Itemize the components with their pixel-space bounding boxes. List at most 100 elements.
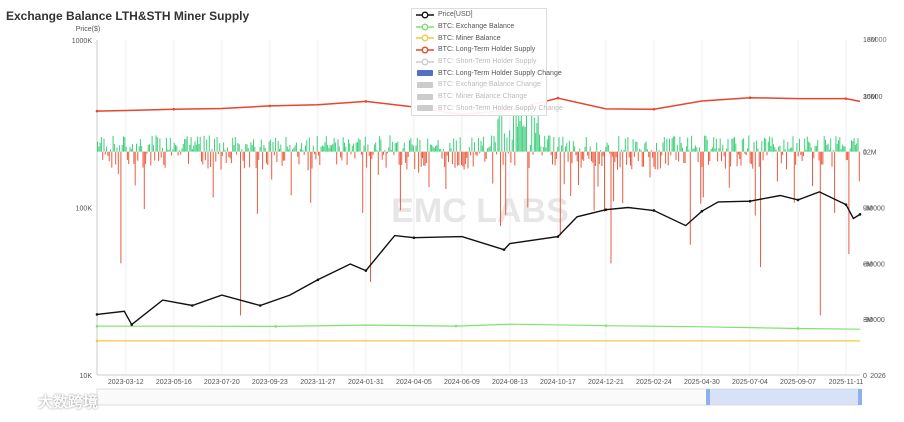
change-bar bbox=[810, 147, 812, 152]
change-bar bbox=[789, 147, 791, 152]
change-bar bbox=[598, 151, 600, 165]
change-bar bbox=[822, 151, 824, 165]
legend-line-circle-icon bbox=[416, 23, 434, 30]
change-bar bbox=[808, 141, 810, 152]
lth-supply-line-point bbox=[652, 107, 656, 111]
price-line-point bbox=[316, 278, 320, 282]
legend-bar-icon bbox=[417, 70, 433, 77]
change-bar bbox=[107, 151, 109, 156]
change-bar bbox=[190, 137, 192, 152]
change-bar bbox=[610, 151, 612, 264]
change-bar bbox=[572, 141, 574, 152]
legend-item[interactable]: BTC: Short-Term Holder Supply bbox=[412, 56, 546, 68]
change-bar bbox=[714, 148, 716, 152]
exchange-balance-line-point bbox=[604, 324, 608, 327]
change-bar bbox=[799, 138, 800, 152]
change-bar bbox=[697, 151, 699, 162]
change-bar bbox=[773, 144, 774, 152]
chart-watermark: EMC LABS bbox=[391, 192, 569, 230]
change-bar bbox=[793, 151, 795, 203]
change-bar bbox=[249, 151, 251, 168]
change-bar bbox=[399, 151, 401, 211]
change-bar bbox=[769, 136, 771, 152]
change-bar bbox=[479, 151, 481, 154]
legend-item[interactable]: BTC: Exchange Balance Change bbox=[412, 79, 546, 91]
legend-item[interactable]: BTC: Long-Term Holder Supply bbox=[412, 44, 546, 56]
change-bar bbox=[809, 142, 811, 152]
change-bar bbox=[840, 149, 842, 152]
change-bar bbox=[214, 139, 215, 152]
change-bar bbox=[394, 143, 396, 152]
change-bar bbox=[302, 150, 304, 152]
change-bar bbox=[310, 151, 312, 203]
change-bar bbox=[384, 149, 386, 152]
change-bar bbox=[765, 138, 767, 152]
change-bar bbox=[731, 138, 733, 152]
price-line-point bbox=[412, 236, 416, 240]
price-line bbox=[96, 191, 861, 326]
change-bar bbox=[133, 151, 135, 164]
change-bar bbox=[155, 135, 157, 152]
change-bar bbox=[509, 130, 511, 152]
change-bar bbox=[687, 137, 689, 152]
legend-item[interactable]: BTC: Short-Term Holder Supply Change bbox=[412, 103, 563, 115]
change-bar bbox=[791, 147, 793, 152]
change-bar bbox=[258, 151, 260, 161]
change-bar bbox=[407, 151, 409, 157]
change-bar bbox=[615, 151, 617, 158]
change-bar bbox=[472, 151, 474, 167]
change-bar bbox=[113, 143, 115, 152]
change-bar bbox=[648, 151, 650, 158]
legend-item[interactable]: BTC: Long-Term Holder Supply Change bbox=[412, 67, 562, 79]
x-tick-label: 2024-04-05 bbox=[396, 379, 432, 386]
legend-item[interactable]: BTC: Exchange Balance bbox=[412, 21, 546, 33]
change-bar bbox=[173, 142, 175, 152]
change-bar bbox=[558, 137, 560, 152]
change-bar bbox=[471, 137, 473, 152]
change-bar bbox=[449, 142, 451, 152]
change-bar bbox=[112, 135, 114, 152]
change-bar bbox=[526, 111, 527, 152]
change-bar bbox=[502, 151, 504, 165]
change-bar bbox=[201, 151, 202, 162]
change-bar bbox=[269, 139, 271, 152]
change-bar bbox=[571, 151, 573, 164]
change-bar bbox=[224, 149, 226, 152]
change-bar bbox=[176, 145, 178, 152]
change-bar bbox=[732, 138, 734, 152]
change-bar bbox=[149, 144, 150, 152]
change-bar bbox=[689, 151, 691, 245]
change-bar bbox=[722, 144, 724, 152]
change-bar bbox=[416, 137, 418, 152]
change-bar bbox=[856, 143, 858, 152]
change-bar bbox=[685, 146, 687, 152]
change-bar bbox=[401, 151, 403, 165]
exchange-balance-line-point bbox=[274, 325, 278, 328]
legend-item[interactable]: BTC: Miner Balance Change bbox=[412, 91, 546, 103]
y-right-tick-label: -90000 bbox=[863, 317, 885, 324]
x-tick-label: 2025-11-11 bbox=[829, 379, 864, 386]
change-bar bbox=[753, 141, 755, 152]
change-bar bbox=[357, 141, 358, 152]
change-bar bbox=[715, 138, 717, 152]
y-tick-label: 10K bbox=[80, 373, 93, 380]
change-bar bbox=[320, 146, 322, 152]
change-bar bbox=[594, 151, 596, 167]
change-bar bbox=[627, 137, 629, 152]
change-bar bbox=[552, 151, 553, 165]
price-line-point bbox=[796, 198, 800, 202]
change-bar bbox=[493, 135, 495, 152]
change-bar bbox=[370, 151, 371, 282]
legend-bar-icon bbox=[417, 93, 433, 100]
lth-supply-line-point bbox=[844, 97, 848, 100]
change-bar bbox=[267, 151, 269, 166]
change-bar bbox=[217, 151, 219, 155]
change-bar bbox=[406, 151, 408, 170]
change-bar bbox=[476, 151, 478, 156]
legend-item[interactable]: BTC: Miner Balance bbox=[412, 32, 546, 44]
change-bar bbox=[427, 138, 429, 152]
change-bar bbox=[857, 137, 859, 152]
change-bar bbox=[367, 144, 369, 152]
legend-item[interactable]: Price[USD] bbox=[412, 9, 546, 21]
change-bar bbox=[684, 151, 686, 164]
